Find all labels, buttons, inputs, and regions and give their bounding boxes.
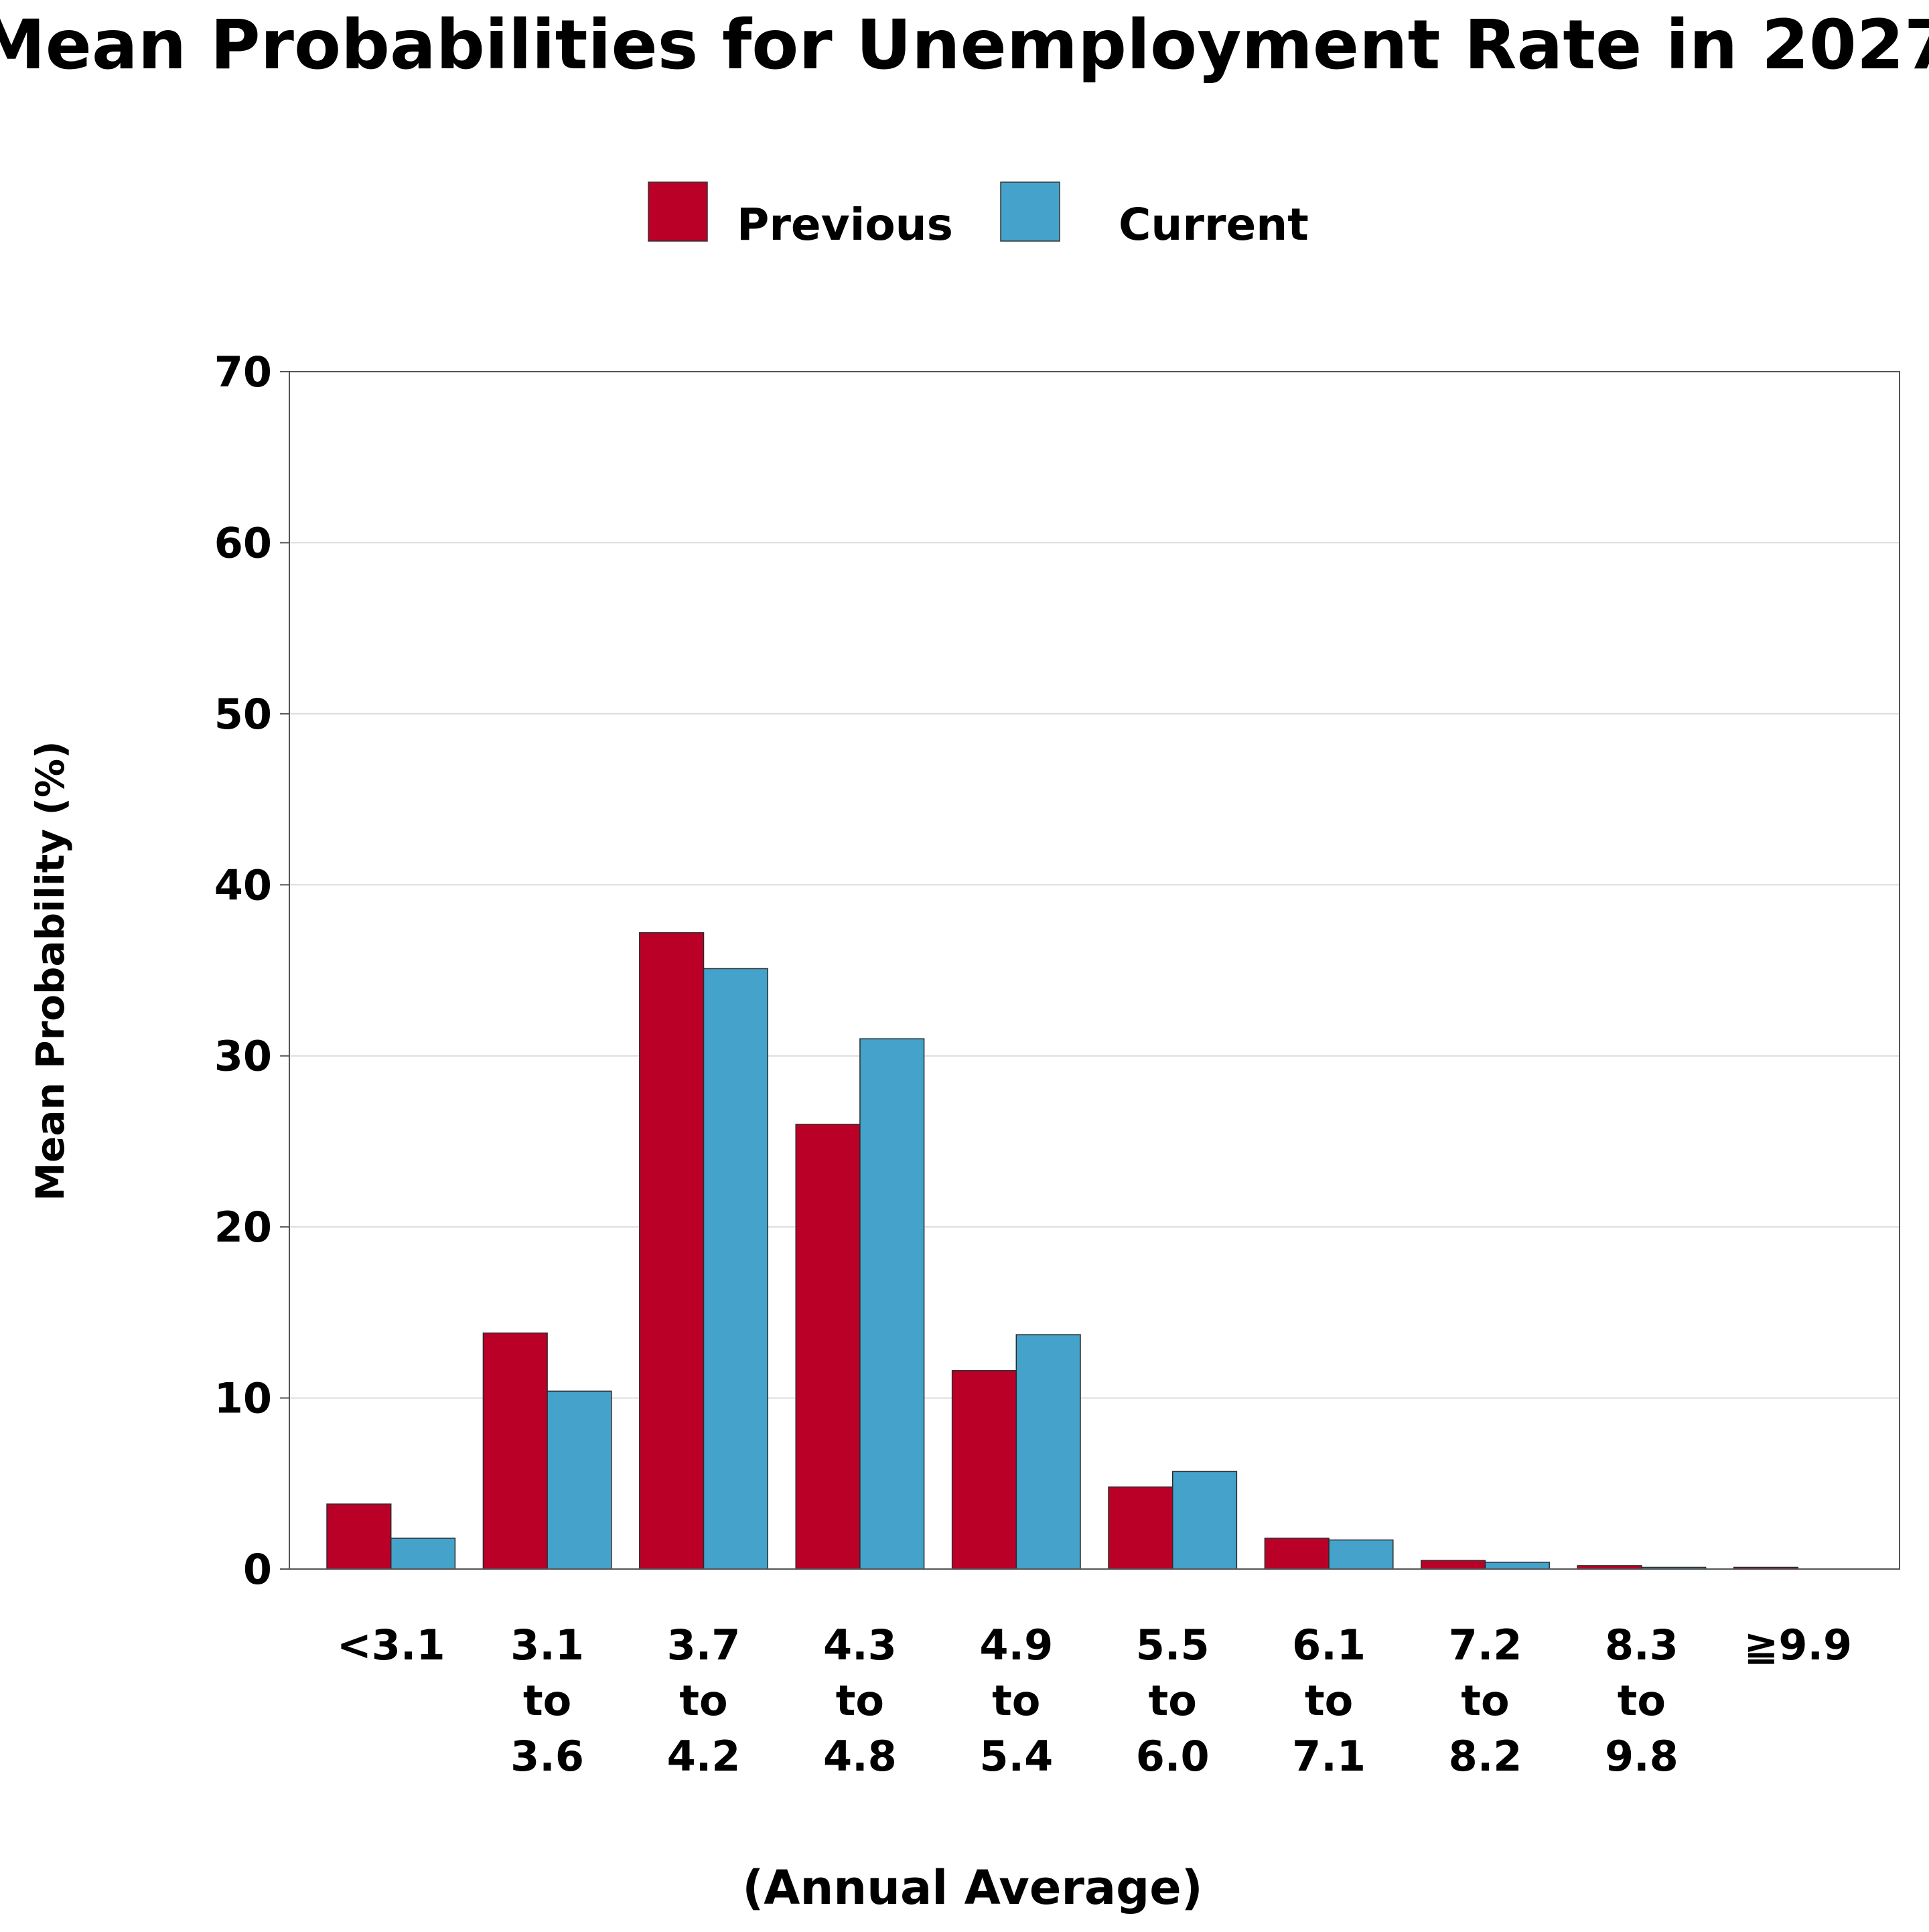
bar-previous-5 [1108, 1486, 1173, 1570]
plot-frame [289, 371, 1900, 1570]
bar-previous-6 [1264, 1538, 1330, 1570]
y-tick-label-70: 70 [214, 348, 272, 396]
legend-label-current: Current [1119, 199, 1309, 250]
x-tick-label-5: 5.5 to 6.0 [1136, 1621, 1210, 1781]
y-tick-label-30: 30 [214, 1032, 272, 1081]
x-axis-ticks: <3.1 3.1 to 3.6 3.7 to 4.2 4.3 to 4.8 4.9 to 5.4 5.5 t… [337, 1621, 1852, 1781]
bar-current-1 [547, 1390, 612, 1570]
bar-current-5 [1171, 1471, 1238, 1570]
bar-current-2 [703, 968, 768, 1570]
x-tick-label-line: 3.1 [510, 1621, 584, 1669]
bar-previous-2 [639, 932, 705, 1570]
x-tick-label-line: 6.0 [1136, 1732, 1210, 1781]
y-tick-label-0: 0 [243, 1545, 272, 1594]
bar-previous-1 [482, 1332, 548, 1570]
x-tick-label-line: 7.1 [1292, 1732, 1366, 1781]
bar-previous-4 [951, 1369, 1017, 1570]
bar-current-7 [1484, 1562, 1550, 1570]
x-tick-label-line: to [1618, 1676, 1666, 1725]
chart-title: Mean Probabilities for Unemployment Rate… [0, 5, 1929, 85]
x-tick-label-line: to [1149, 1676, 1197, 1725]
x-tick-label-line: to [992, 1676, 1040, 1725]
x-tick-label-3: 4.3 to 4.8 [823, 1621, 897, 1781]
legend-label-previous: Previous [737, 199, 953, 250]
y-tick-label-20: 20 [214, 1203, 272, 1252]
legend-swatch-current [1000, 181, 1060, 242]
y-tick-label-40: 40 [214, 861, 272, 909]
legend-swatch-previous [648, 181, 708, 242]
x-tick-label-line: 7.2 [1449, 1621, 1522, 1669]
bar-previous-3 [795, 1124, 861, 1570]
x-tick-label-2: 3.7 to 4.2 [667, 1621, 741, 1781]
y-tick-label-10: 10 [214, 1374, 272, 1423]
bar-previous-0 [326, 1503, 392, 1570]
x-tick-label-line: 4.2 [667, 1732, 741, 1781]
x-tick-label-line: 5.4 [979, 1732, 1053, 1781]
x-tick-label-line: to [1305, 1676, 1353, 1725]
bars [326, 932, 1799, 1570]
legend: Previous Current [648, 181, 1309, 250]
x-tick-label-line: 4.8 [823, 1732, 897, 1781]
x-tick-label-line: <3.1 [337, 1621, 445, 1669]
y-axis-ticks: 0 10 20 30 40 50 60 70 [214, 348, 289, 1594]
bar-current-0 [390, 1538, 456, 1570]
x-tick-label-line: to [523, 1676, 571, 1725]
x-tick-label-7: 7.2 to 8.2 [1449, 1621, 1522, 1781]
x-tick-label-1: 3.1 to 3.6 [510, 1621, 584, 1781]
bar-current-3 [859, 1038, 925, 1570]
y-axis-label: Mean Probability (%) [27, 741, 73, 1201]
y-tick-label-60: 60 [214, 518, 272, 567]
x-tick-label-6: 6.1 to 7.1 [1292, 1621, 1366, 1781]
x-tick-label-line: 9.8 [1605, 1732, 1678, 1781]
x-tick-label-4: 4.9 to 5.4 [979, 1621, 1053, 1781]
bar-previous-7 [1421, 1560, 1486, 1570]
x-tick-label-line: 8.3 [1605, 1621, 1678, 1669]
x-tick-label-line: 3.6 [510, 1732, 584, 1781]
y-tick-label-50: 50 [214, 690, 272, 739]
x-tick-label-line: to [679, 1676, 727, 1725]
x-tick-label-line: 6.1 [1292, 1621, 1366, 1669]
x-tick-label-line: 5.5 [1136, 1621, 1210, 1669]
x-tick-label-line: 4.9 [979, 1621, 1053, 1669]
x-tick-label-line: 3.7 [667, 1621, 741, 1669]
x-tick-label-line: 8.2 [1449, 1732, 1522, 1781]
x-tick-label-line: to [836, 1676, 884, 1725]
bar-current-6 [1328, 1539, 1394, 1570]
x-tick-label-8: 8.3 to 9.8 [1605, 1621, 1678, 1781]
x-tick-label-line: ≧9.9 [1743, 1621, 1852, 1669]
x-tick-label-line: to [1461, 1676, 1509, 1725]
x-tick-label-0: <3.1 [337, 1621, 445, 1669]
x-axis-label: (Annual Average) [742, 1860, 1202, 1915]
x-tick-label-line: 4.3 [823, 1621, 897, 1669]
bar-current-4 [1015, 1334, 1081, 1570]
x-tick-label-9: ≧9.9 [1743, 1621, 1852, 1669]
gridlines [289, 542, 1900, 1399]
